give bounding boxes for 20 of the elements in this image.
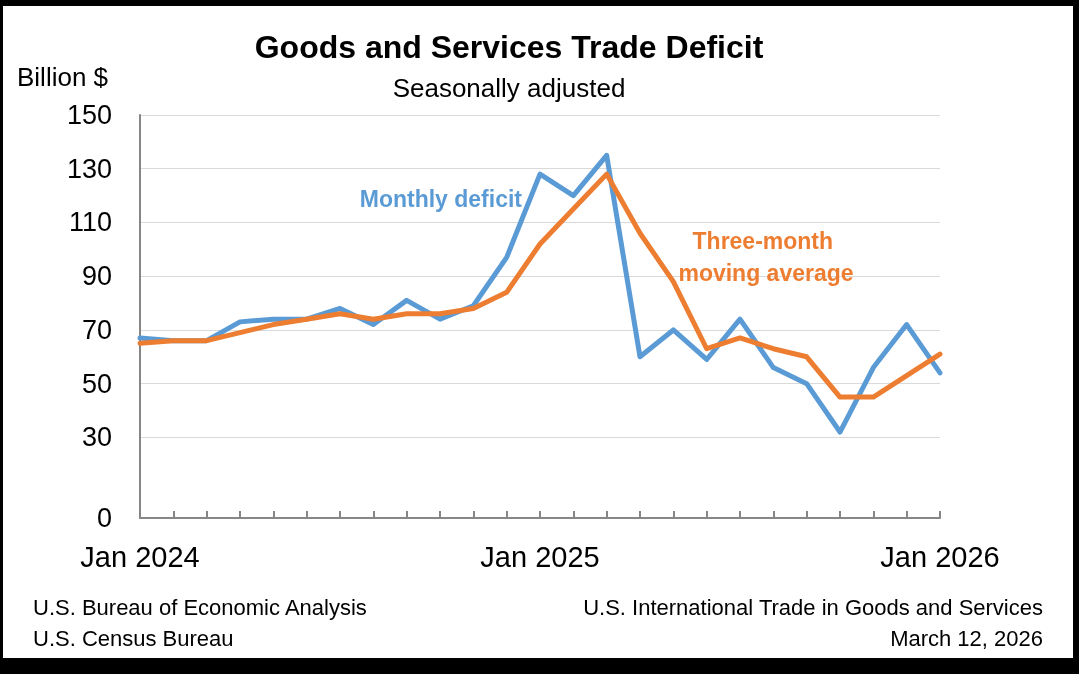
- series-label: Monthly deficit: [359, 186, 523, 212]
- chart-subtitle: Seasonally adjusted: [392, 73, 626, 103]
- y-tick-label: 90: [81, 261, 112, 292]
- y-tick-label: 110: [68, 207, 112, 238]
- y-axis-title: Billion $: [17, 62, 109, 92]
- text: U.S. Bureau of Economic Analysis: [33, 594, 367, 620]
- series-label: Three-month moving average: [678, 228, 854, 286]
- text: March 12, 2026: [890, 625, 1043, 651]
- y-tick-label: 50: [81, 368, 112, 399]
- chart-title: Goods and Services Trade Deficit: [254, 29, 764, 65]
- x-tick-label: Jan 2024: [80, 540, 200, 573]
- y-tick-label: 70: [81, 314, 112, 345]
- text: U.S. Census Bureau: [33, 625, 234, 651]
- x-tick-label: Jan 2025: [480, 540, 600, 573]
- y-tick-label: 30: [81, 422, 112, 453]
- y-tick-label: 130: [66, 153, 112, 184]
- x-tick-label: Jan 2026: [880, 540, 1000, 573]
- y-tick-label: 150: [66, 100, 112, 130]
- y-tick-label: 0: [96, 503, 112, 533]
- text: U.S. International Trade in Goods and Services: [583, 594, 1043, 620]
